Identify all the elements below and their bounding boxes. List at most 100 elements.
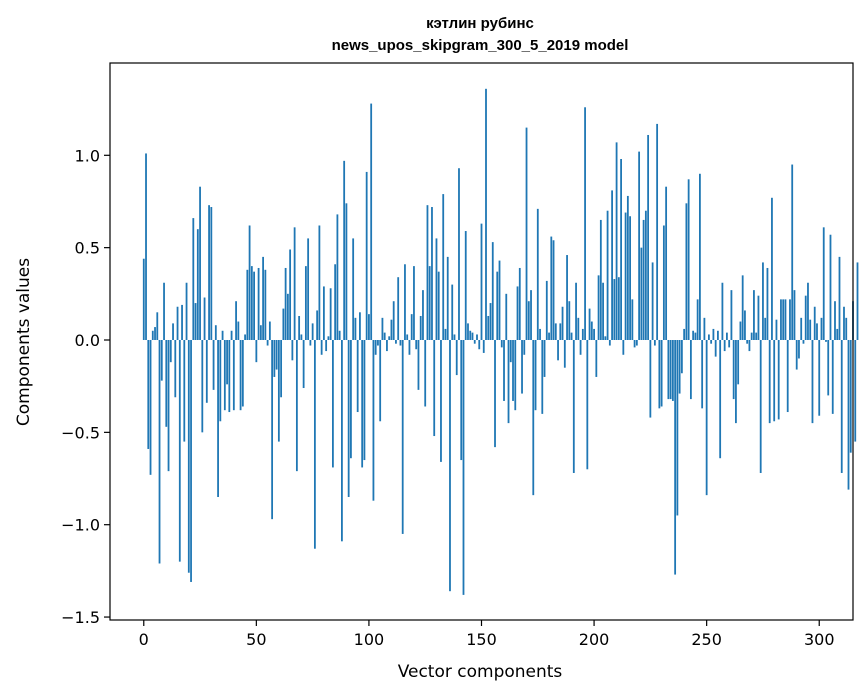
bar: [437, 271, 440, 340]
bar: [280, 340, 283, 398]
bar: [181, 304, 183, 340]
bar: [804, 295, 807, 340]
y-tick-label: −1.5: [61, 608, 100, 627]
bar: [453, 334, 456, 340]
bar: [496, 271, 499, 340]
bar: [365, 171, 368, 340]
bar: [264, 269, 267, 340]
bar: [228, 340, 231, 413]
bar: [671, 340, 674, 401]
bar: [304, 266, 307, 340]
bar: [719, 340, 722, 459]
bar: [329, 288, 332, 340]
bar: [352, 238, 355, 340]
bar: [223, 340, 226, 411]
bar: [226, 340, 228, 385]
y-tick-label: 0.5: [75, 239, 100, 258]
bar: [183, 340, 186, 442]
bar: [167, 340, 170, 472]
bar: [530, 290, 532, 340]
bar: [575, 282, 577, 340]
bar: [149, 340, 152, 475]
bar: [827, 340, 830, 396]
bar: [739, 321, 742, 340]
x-tick-label: 200: [579, 630, 610, 649]
bar: [232, 340, 235, 411]
bar: [701, 340, 704, 409]
bar: [473, 340, 476, 344]
bar: [151, 330, 154, 340]
y-tick-label: −1.0: [61, 516, 100, 535]
bar: [676, 340, 679, 516]
bar: [633, 340, 636, 348]
bar: [820, 317, 823, 340]
bar: [491, 242, 494, 340]
bar: [665, 186, 668, 340]
bar: [469, 330, 472, 340]
bar: [268, 321, 271, 340]
bar: [442, 194, 445, 340]
bar: [615, 142, 618, 340]
bar: [766, 267, 769, 340]
bar: [498, 260, 501, 340]
bar: [395, 340, 397, 344]
bar: [723, 340, 726, 352]
bar: [464, 231, 467, 340]
bar: [336, 214, 339, 340]
bar: [282, 308, 285, 340]
bar: [791, 164, 794, 340]
bar: [602, 282, 604, 340]
bar: [318, 225, 321, 340]
bar: [386, 340, 388, 352]
bar: [651, 262, 654, 340]
bar: [431, 207, 433, 340]
bar: [307, 238, 310, 340]
bar: [291, 340, 294, 361]
bar: [552, 240, 555, 340]
bar: [406, 334, 409, 340]
bar: [467, 323, 469, 340]
bar: [545, 280, 548, 340]
bar: [685, 203, 688, 340]
bar: [811, 340, 814, 424]
chart-title-group: кэтлин рубинс news_upos_skipgram_300_5_2…: [332, 15, 629, 54]
bar: [624, 212, 627, 340]
bar: [620, 158, 622, 340]
bar: [644, 210, 647, 340]
bar: [158, 340, 161, 564]
bar: [606, 210, 609, 340]
bar: [286, 293, 289, 340]
bar: [800, 317, 803, 340]
bar: [500, 340, 503, 348]
bar: [813, 306, 816, 340]
bar: [741, 275, 744, 340]
bar: [433, 340, 436, 437]
x-tick-label: 250: [691, 630, 722, 649]
bar: [849, 340, 852, 453]
bar: [786, 340, 789, 413]
bar: [241, 340, 244, 407]
bar: [784, 299, 787, 340]
bar: [208, 205, 210, 340]
bar: [647, 134, 650, 340]
bar: [368, 314, 370, 340]
bar: [298, 315, 301, 340]
bar: [836, 328, 839, 340]
bar: [356, 340, 359, 413]
bar: [521, 340, 523, 394]
bar: [762, 262, 764, 340]
bar: [187, 340, 190, 573]
bar: [726, 332, 728, 340]
bar: [239, 340, 242, 411]
bar: [856, 262, 859, 340]
bar: [205, 340, 208, 403]
bar: [462, 340, 465, 595]
bar: [825, 340, 827, 342]
bar: [338, 330, 341, 340]
bar: [834, 301, 836, 340]
bar: [505, 293, 508, 340]
bar: [199, 186, 201, 340]
bar: [343, 160, 346, 340]
bar: [662, 225, 665, 340]
bar: [174, 340, 177, 398]
